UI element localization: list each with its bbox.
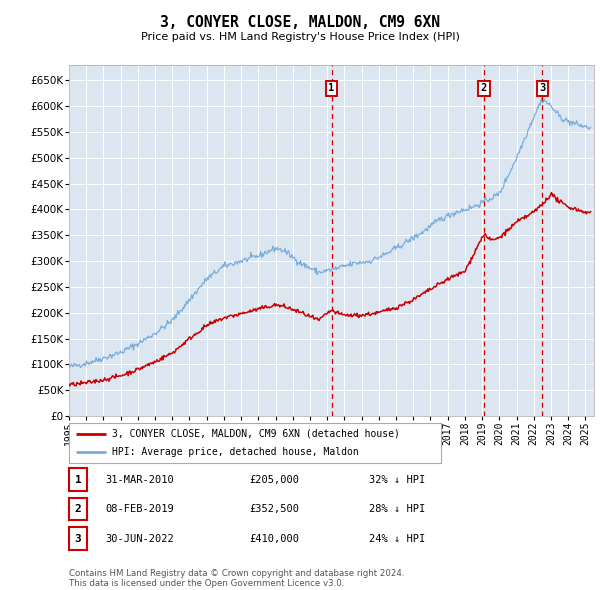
Text: 28% ↓ HPI: 28% ↓ HPI: [369, 504, 425, 514]
Text: 2: 2: [481, 83, 487, 93]
Text: 2: 2: [74, 504, 82, 514]
Text: £352,500: £352,500: [249, 504, 299, 514]
Text: 3: 3: [539, 83, 545, 93]
Text: 32% ↓ HPI: 32% ↓ HPI: [369, 475, 425, 484]
Text: 24% ↓ HPI: 24% ↓ HPI: [369, 534, 425, 543]
Text: 1: 1: [74, 475, 82, 484]
Text: Price paid vs. HM Land Registry's House Price Index (HPI): Price paid vs. HM Land Registry's House …: [140, 32, 460, 42]
Text: 3: 3: [74, 534, 82, 543]
Text: £410,000: £410,000: [249, 534, 299, 543]
Text: 31-MAR-2010: 31-MAR-2010: [105, 475, 174, 484]
Text: Contains HM Land Registry data © Crown copyright and database right 2024.
This d: Contains HM Land Registry data © Crown c…: [69, 569, 404, 588]
Text: 1: 1: [328, 83, 335, 93]
Text: HPI: Average price, detached house, Maldon: HPI: Average price, detached house, Mald…: [112, 447, 359, 457]
Text: 08-FEB-2019: 08-FEB-2019: [105, 504, 174, 514]
Text: £205,000: £205,000: [249, 475, 299, 484]
Text: 3, CONYER CLOSE, MALDON, CM9 6XN: 3, CONYER CLOSE, MALDON, CM9 6XN: [160, 15, 440, 30]
Text: 30-JUN-2022: 30-JUN-2022: [105, 534, 174, 543]
Text: 3, CONYER CLOSE, MALDON, CM9 6XN (detached house): 3, CONYER CLOSE, MALDON, CM9 6XN (detach…: [112, 429, 400, 439]
